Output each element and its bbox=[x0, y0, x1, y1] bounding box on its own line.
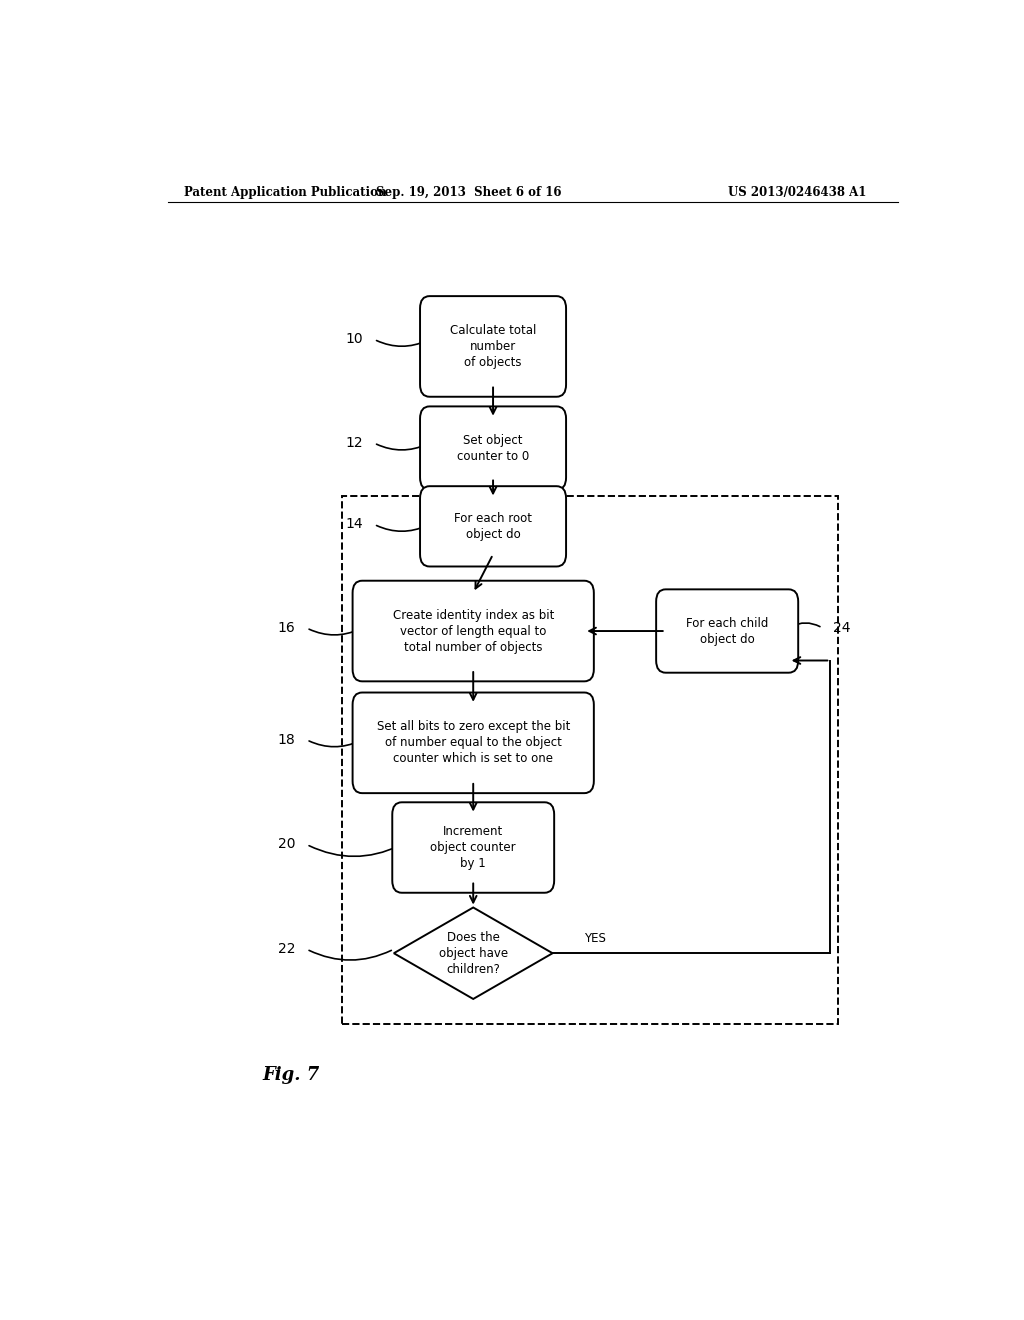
Text: Sep. 19, 2013  Sheet 6 of 16: Sep. 19, 2013 Sheet 6 of 16 bbox=[377, 186, 562, 199]
Text: Calculate total
number
of objects: Calculate total number of objects bbox=[450, 323, 537, 368]
Text: US 2013/0246438 A1: US 2013/0246438 A1 bbox=[728, 186, 866, 199]
Text: 10: 10 bbox=[345, 333, 362, 346]
FancyBboxPatch shape bbox=[420, 407, 566, 490]
Text: Does the
object have
children?: Does the object have children? bbox=[438, 931, 508, 975]
Polygon shape bbox=[394, 907, 553, 999]
Text: 18: 18 bbox=[278, 733, 296, 747]
FancyBboxPatch shape bbox=[420, 486, 566, 566]
Text: 20: 20 bbox=[278, 837, 296, 851]
Text: 14: 14 bbox=[345, 517, 362, 532]
Text: Create identity index as bit
vector of length equal to
total number of objects: Create identity index as bit vector of l… bbox=[392, 609, 554, 653]
Text: For each child
object do: For each child object do bbox=[686, 616, 768, 645]
Text: 24: 24 bbox=[834, 620, 851, 635]
Text: Patent Application Publication: Patent Application Publication bbox=[183, 186, 386, 199]
FancyBboxPatch shape bbox=[352, 693, 594, 793]
Text: 12: 12 bbox=[345, 436, 362, 450]
Text: Set all bits to zero except the bit
of number equal to the object
counter which : Set all bits to zero except the bit of n… bbox=[377, 721, 570, 766]
Bar bbox=[342, 496, 839, 1024]
Text: 22: 22 bbox=[278, 942, 296, 956]
FancyBboxPatch shape bbox=[352, 581, 594, 681]
FancyBboxPatch shape bbox=[420, 296, 566, 397]
Text: Set object
counter to 0: Set object counter to 0 bbox=[457, 433, 529, 462]
Text: For each root
object do: For each root object do bbox=[454, 512, 532, 541]
Text: YES: YES bbox=[585, 932, 606, 945]
FancyBboxPatch shape bbox=[392, 803, 554, 892]
Text: 16: 16 bbox=[278, 620, 296, 635]
Text: Increment
object counter
by 1: Increment object counter by 1 bbox=[430, 825, 516, 870]
Text: Fig. 7: Fig. 7 bbox=[263, 1067, 321, 1084]
FancyBboxPatch shape bbox=[656, 589, 798, 673]
